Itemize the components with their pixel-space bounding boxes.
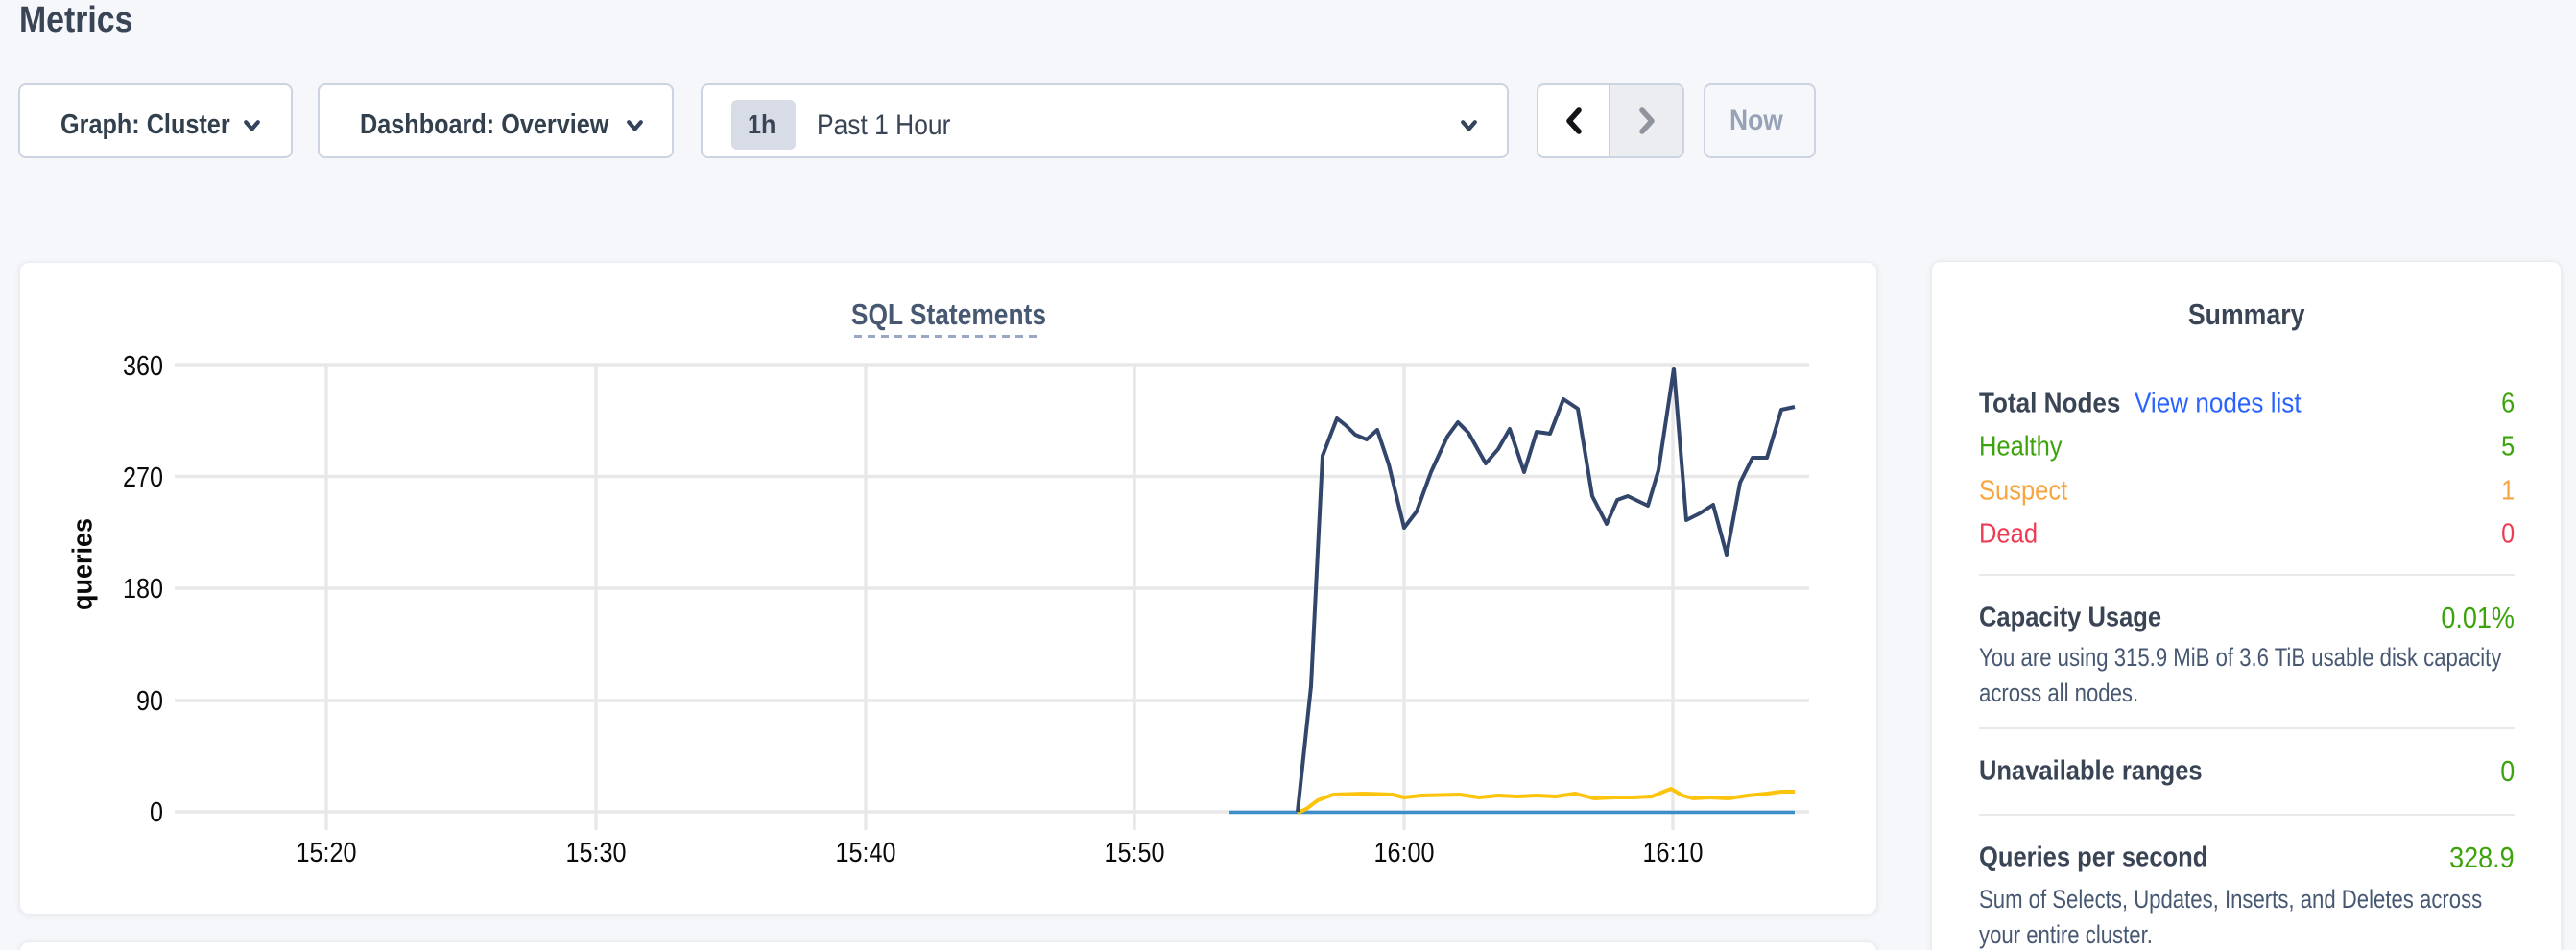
svg-text:15:30: 15:30 — [566, 838, 627, 868]
svg-text:90: 90 — [136, 686, 163, 717]
svg-text:360: 360 — [123, 351, 163, 382]
svg-text:15:40: 15:40 — [836, 838, 896, 868]
svg-text:0: 0 — [150, 797, 163, 828]
svg-text:15:50: 15:50 — [1105, 838, 1165, 868]
svg-text:queries: queries — [68, 518, 99, 610]
svg-text:16:00: 16:00 — [1374, 838, 1435, 868]
svg-text:16:10: 16:10 — [1643, 838, 1704, 868]
svg-text:180: 180 — [123, 574, 163, 605]
svg-text:270: 270 — [123, 463, 163, 493]
svg-text:15:20: 15:20 — [297, 838, 357, 868]
